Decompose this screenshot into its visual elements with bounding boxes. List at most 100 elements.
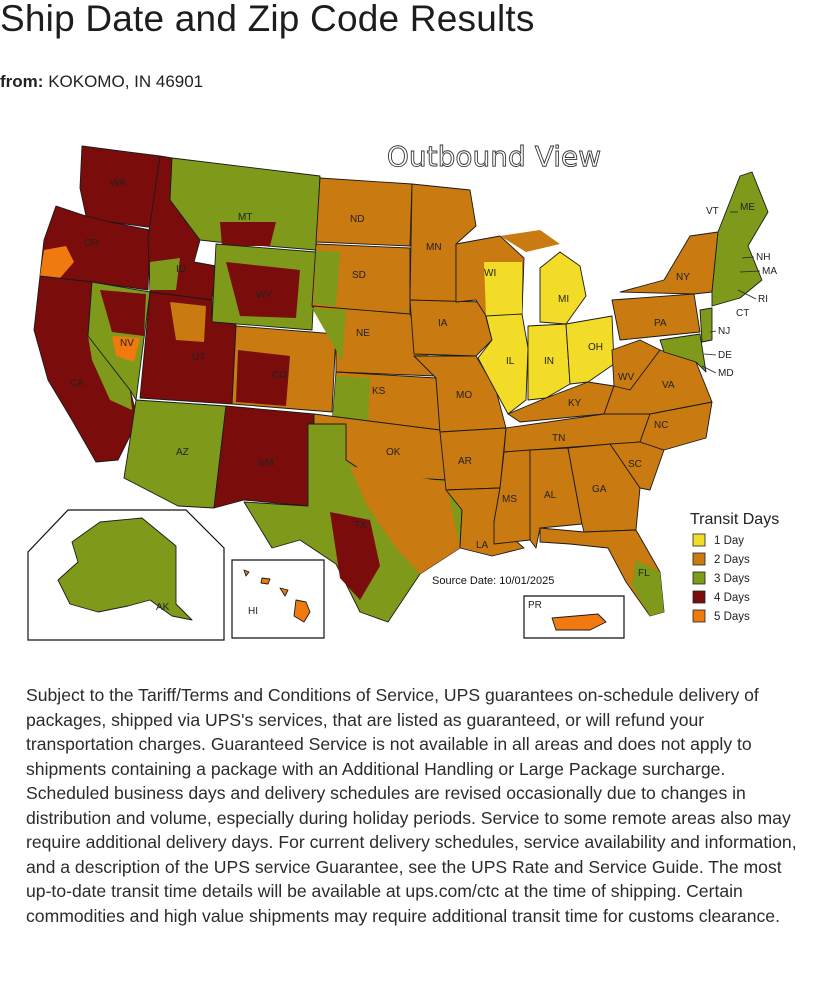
label-al: AL — [544, 490, 557, 501]
region-mi-up — [500, 230, 560, 252]
region-tx-4day — [330, 512, 380, 600]
label-ri: RI — [758, 294, 768, 305]
label-ks: KS — [372, 386, 386, 397]
state-nd — [315, 177, 413, 247]
legend-label-3: 3 Days — [714, 573, 750, 585]
label-ga: GA — [592, 484, 607, 495]
label-nv: NV — [120, 338, 134, 349]
region-ca-3day — [88, 336, 132, 410]
label-hi: HI — [248, 606, 258, 617]
region-sd-3day — [314, 250, 340, 306]
region-tx-2day — [350, 466, 460, 574]
region-nv-5day — [112, 336, 140, 362]
legend-swatch-5 — [692, 609, 706, 623]
label-pr: PR — [528, 600, 542, 611]
label-de: DE — [718, 350, 732, 361]
state-md-de — [659, 333, 707, 373]
label-nm: NM — [258, 458, 274, 469]
page-title: Ship Date and Zip Code Results — [0, 0, 535, 39]
label-ak: AK — [156, 602, 170, 613]
state-pa — [611, 293, 701, 341]
region-or-5day — [40, 246, 74, 278]
state-nc — [639, 401, 713, 451]
state-ny — [619, 231, 719, 295]
label-nj: NJ — [718, 326, 730, 337]
label-vt: VT — [706, 206, 719, 217]
label-mo: MO — [456, 390, 472, 401]
label-va: VA — [662, 380, 675, 391]
transit-map-svg: .c1 { fill:#f2dc28; } .c2 { fill:#c97a10… — [27, 140, 779, 641]
state-az — [123, 399, 227, 509]
state-ar — [439, 427, 507, 491]
state-pr — [551, 613, 607, 631]
label-ny: NY — [676, 272, 690, 283]
state-mt — [169, 157, 321, 251]
label-ne: NE — [356, 328, 370, 339]
legend-swatch-2 — [692, 552, 706, 566]
state-hi-islands — [243, 569, 311, 623]
label-mt: MT — [238, 212, 252, 223]
legend-label-2: 2 Days — [714, 554, 750, 566]
region-nv-4day — [100, 290, 146, 336]
state-nj — [699, 307, 713, 343]
region-fl-3day — [632, 560, 664, 616]
legend-title: Transit Days — [690, 511, 779, 528]
source-date: Source Date: 10/01/2025 — [432, 575, 554, 587]
label-oh: OH — [588, 342, 603, 353]
label-az: AZ — [176, 447, 189, 458]
transit-map: .c1 { fill:#f2dc28; } .c2 { fill:#c97a10… — [0, 130, 816, 650]
state-oh — [565, 315, 615, 385]
label-wa: WA — [110, 178, 126, 189]
state-mi — [539, 251, 587, 325]
label-wv: WV — [618, 372, 634, 383]
label-ms: MS — [502, 494, 517, 505]
label-ky: KY — [568, 398, 582, 409]
state-ia — [409, 299, 493, 357]
label-mn: MN — [426, 242, 442, 253]
label-sc: SC — [628, 459, 642, 470]
legend: Transit Days 1 Day 2 Days 3 Days 4 Days 5 Da… — [690, 511, 779, 623]
label-fl: FL — [638, 568, 650, 579]
label-me: ME — [740, 202, 755, 213]
label-mi: MI — [558, 294, 569, 305]
label-tx: TX — [354, 520, 367, 531]
label-md: MD — [718, 368, 734, 379]
region-ut-2day — [170, 302, 206, 342]
label-wy: WY — [256, 290, 272, 301]
label-ma: MA — [762, 266, 777, 277]
region-wy-4day — [226, 262, 300, 318]
label-tn: TN — [552, 433, 565, 444]
state-ut — [139, 291, 237, 405]
label-nd: ND — [350, 214, 364, 225]
legend-label-4: 4 Days — [714, 592, 750, 604]
legend-label-5: 5 Days — [714, 611, 750, 623]
label-ia: IA — [438, 318, 448, 329]
label-il: IL — [506, 356, 515, 367]
origin-label: from: — [0, 72, 44, 91]
state-nm — [213, 405, 315, 509]
state-new-england — [711, 171, 769, 307]
label-nc: NC — [654, 420, 668, 431]
legend-swatch-1 — [692, 533, 706, 547]
region-id-3day — [150, 258, 180, 290]
map-title: Outbound View — [387, 140, 601, 173]
region-co-4day — [236, 350, 290, 406]
state-sc — [609, 441, 665, 491]
label-or: OR — [84, 238, 99, 249]
label-leader-lines — [701, 211, 761, 374]
legend-swatch-4 — [692, 590, 706, 604]
origin-value: KOKOMO, IN 46901 — [48, 72, 204, 91]
region-mt-4day — [220, 222, 276, 246]
label-pa: PA — [654, 318, 667, 329]
label-ut: UT — [192, 352, 205, 363]
label-id: ID — [176, 264, 186, 275]
label-ct: CT — [736, 308, 749, 319]
label-ar: AR — [458, 456, 472, 467]
label-wi: WI — [484, 268, 496, 279]
label-co: CO — [272, 370, 287, 381]
region-ne-3day — [312, 308, 346, 362]
state-wv — [611, 339, 661, 391]
legend-swatch-3 — [692, 571, 706, 585]
legend-label-1: 1 Day — [714, 535, 744, 547]
label-sd: SD — [352, 270, 366, 281]
